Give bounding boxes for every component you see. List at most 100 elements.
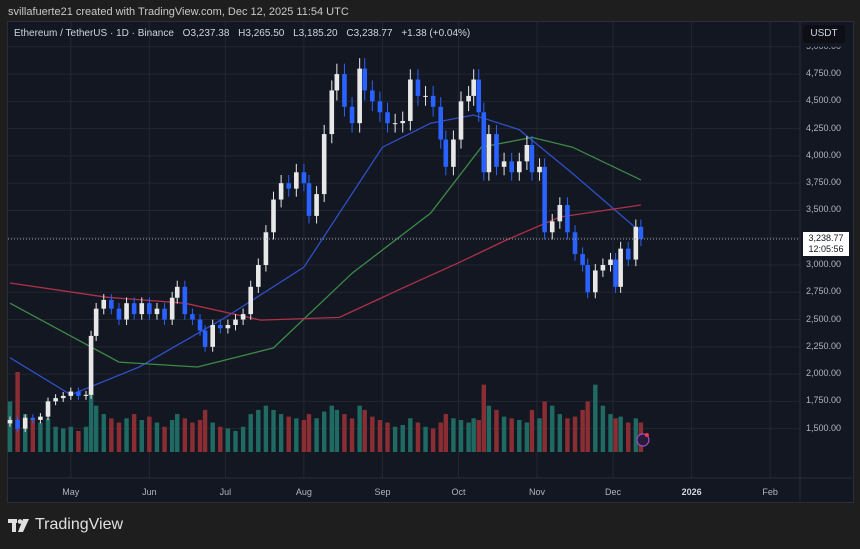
candle-body (516, 161, 522, 173)
candle-body (321, 134, 327, 195)
volume-bar (83, 426, 89, 452)
candle-body (501, 161, 507, 167)
volume-bar (415, 422, 421, 452)
candle-body (233, 319, 238, 326)
symbol-title[interactable]: Ethereum / TetherUS · 1D · Binance (14, 28, 174, 39)
price-tick-label: 1,500.00 (806, 422, 842, 433)
volume-bar (481, 384, 487, 452)
candle-body (580, 254, 585, 265)
volume-bar (618, 416, 623, 452)
volume-bar (61, 428, 66, 452)
candle-body (466, 95, 471, 102)
price-tick-label: 3,500.00 (806, 204, 842, 215)
volume-bar (471, 418, 476, 452)
volume-bar (124, 418, 129, 452)
candle-body (400, 120, 406, 124)
price-tick-label: 3,750.00 (806, 177, 842, 188)
time-tick-label: 2026 (681, 487, 702, 497)
candle-body (342, 74, 347, 107)
volume-bar (385, 422, 390, 452)
volume-bar (486, 405, 492, 452)
candle-body (124, 303, 129, 320)
volume-bar (613, 418, 618, 452)
candle-body (458, 101, 464, 140)
candle-body (101, 299, 107, 309)
candle-body (154, 308, 160, 315)
time-tick-label: Feb (762, 487, 778, 497)
volume-bar (286, 416, 291, 452)
candle-body (537, 166, 542, 173)
volume-bar (438, 422, 443, 452)
volume-bar (329, 405, 334, 452)
tradingview-logo[interactable]: TradingView (8, 516, 123, 534)
volume-bar (301, 420, 307, 452)
candle-body (557, 204, 563, 222)
price-tick-label: 5,000.00 (806, 47, 841, 51)
candle-body (139, 303, 145, 315)
volume-bar (524, 422, 530, 452)
candle-body (408, 79, 413, 121)
volume-bar (537, 418, 542, 452)
candle-body (542, 166, 547, 233)
volume-bar (593, 384, 598, 452)
lightning-badge-icon (636, 433, 650, 447)
price-tick-label: 2,000.00 (806, 368, 842, 379)
candle-body (476, 79, 482, 113)
volume-bar (15, 372, 20, 452)
candle-body (218, 325, 223, 329)
currency-button[interactable]: USDT (803, 25, 845, 43)
candle-body (438, 106, 444, 140)
candle-body (613, 259, 618, 287)
volume-bar (76, 430, 81, 452)
moving-average-line (9, 204, 641, 321)
candle-body (572, 232, 578, 255)
volume-bar (139, 420, 144, 452)
volume-bar (321, 411, 327, 452)
volume-bar (162, 426, 167, 452)
time-tick-label: Dec (605, 487, 622, 497)
candle-body (301, 172, 307, 184)
candle-body (7, 419, 13, 424)
candle-body (349, 106, 355, 124)
candle-body (529, 144, 535, 173)
brand-name: TradingView (35, 516, 124, 533)
volume-bar (542, 401, 547, 452)
candle-body (443, 139, 449, 167)
volume-bar (334, 409, 340, 452)
volume-bar (169, 420, 175, 452)
candle-body (60, 395, 66, 399)
volume-bar (572, 416, 578, 452)
current-price-value: 3,238.77 (808, 233, 844, 243)
time-tick-label: Aug (295, 487, 312, 497)
candle-body (271, 199, 276, 233)
volume-bar (68, 426, 74, 452)
candle-body (481, 112, 487, 173)
candle-body (392, 123, 398, 125)
volume-bar (357, 405, 362, 452)
candle-body (210, 325, 216, 347)
volume-bar (517, 420, 522, 452)
candle-body (93, 308, 99, 336)
time-tick-label: Sep (374, 487, 391, 497)
current-price-label: 3,238.77 12:05:56 (803, 232, 849, 256)
candle-body (565, 204, 570, 233)
volume-bar (476, 420, 481, 452)
low-value: L3,185.20 (293, 28, 338, 39)
candle-body (53, 398, 58, 402)
candle-body (147, 303, 152, 315)
candle-body (451, 139, 456, 167)
volume-bar (190, 422, 195, 452)
volume-bar (377, 420, 383, 452)
candle-body (585, 265, 590, 293)
candle-body (169, 297, 175, 320)
candle-body (240, 314, 246, 320)
volume-bar (240, 426, 246, 452)
volume-bar (294, 418, 299, 452)
candle-body (182, 286, 188, 315)
moving-average-line (9, 136, 642, 368)
candle-body (116, 308, 122, 320)
volume-bar (233, 430, 238, 452)
candle-body (109, 299, 114, 309)
candle-body (314, 194, 319, 216)
